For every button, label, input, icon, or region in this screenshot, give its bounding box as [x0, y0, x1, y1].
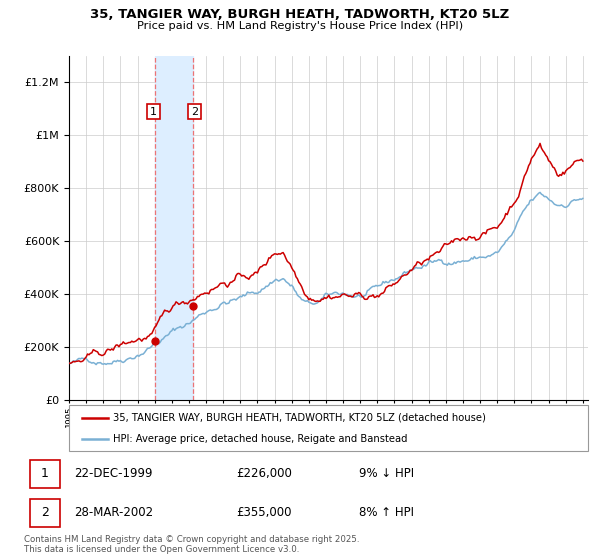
Text: 28-MAR-2002: 28-MAR-2002: [74, 506, 154, 519]
Text: 1: 1: [41, 467, 49, 480]
FancyBboxPatch shape: [69, 405, 588, 451]
Text: Price paid vs. HM Land Registry's House Price Index (HPI): Price paid vs. HM Land Registry's House …: [137, 21, 463, 31]
Text: 35, TANGIER WAY, BURGH HEATH, TADWORTH, KT20 5LZ (detached house): 35, TANGIER WAY, BURGH HEATH, TADWORTH, …: [113, 413, 486, 423]
Text: £226,000: £226,000: [236, 467, 292, 480]
Text: 8% ↑ HPI: 8% ↑ HPI: [359, 506, 414, 519]
Text: 35, TANGIER WAY, BURGH HEATH, TADWORTH, KT20 5LZ: 35, TANGIER WAY, BURGH HEATH, TADWORTH, …: [91, 8, 509, 21]
Text: Contains HM Land Registry data © Crown copyright and database right 2025.
This d: Contains HM Land Registry data © Crown c…: [24, 535, 359, 554]
Bar: [155, 56, 193, 400]
FancyBboxPatch shape: [29, 460, 60, 488]
Text: 2: 2: [41, 506, 49, 519]
Text: 22-DEC-1999: 22-DEC-1999: [74, 467, 153, 480]
Text: 1: 1: [150, 106, 157, 116]
Text: HPI: Average price, detached house, Reigate and Banstead: HPI: Average price, detached house, Reig…: [113, 434, 407, 444]
Text: 9% ↓ HPI: 9% ↓ HPI: [359, 467, 414, 480]
Text: 2: 2: [191, 106, 198, 116]
FancyBboxPatch shape: [29, 499, 60, 527]
Text: £355,000: £355,000: [236, 506, 292, 519]
